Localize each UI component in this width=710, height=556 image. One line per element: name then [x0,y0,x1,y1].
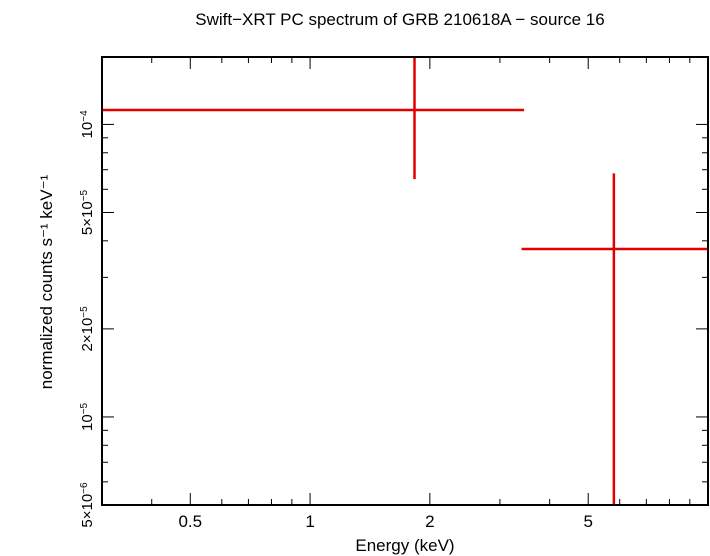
y-tick-label: 2×10−5 [79,306,97,352]
chart-title: Swift−XRT PC spectrum of GRB 210618A − s… [195,10,604,29]
x-tick-label: 2 [425,512,434,531]
x-axis-label: Energy (keV) [355,536,454,555]
axis-ticks: 0.5 1 2 5 5×10−6 10−5 2×10−5 5×10−5 10−4 [79,57,709,531]
x-tick-label: 0.5 [178,512,202,531]
data-point [521,173,708,505]
plot-frame [101,56,709,506]
y-tick-label: 10−4 [79,110,97,139]
y-tick-label: 5×10−5 [79,189,97,235]
x-tick-label: 1 [305,512,314,531]
y-axis-label: normalized counts s⁻¹ keV⁻¹ [37,174,56,389]
y-tick-label: 10−5 [79,402,97,431]
data-layer [102,57,708,505]
y-tick-label: 5×10−6 [79,482,97,528]
x-tick-label: 5 [583,512,592,531]
data-point [102,57,525,180]
